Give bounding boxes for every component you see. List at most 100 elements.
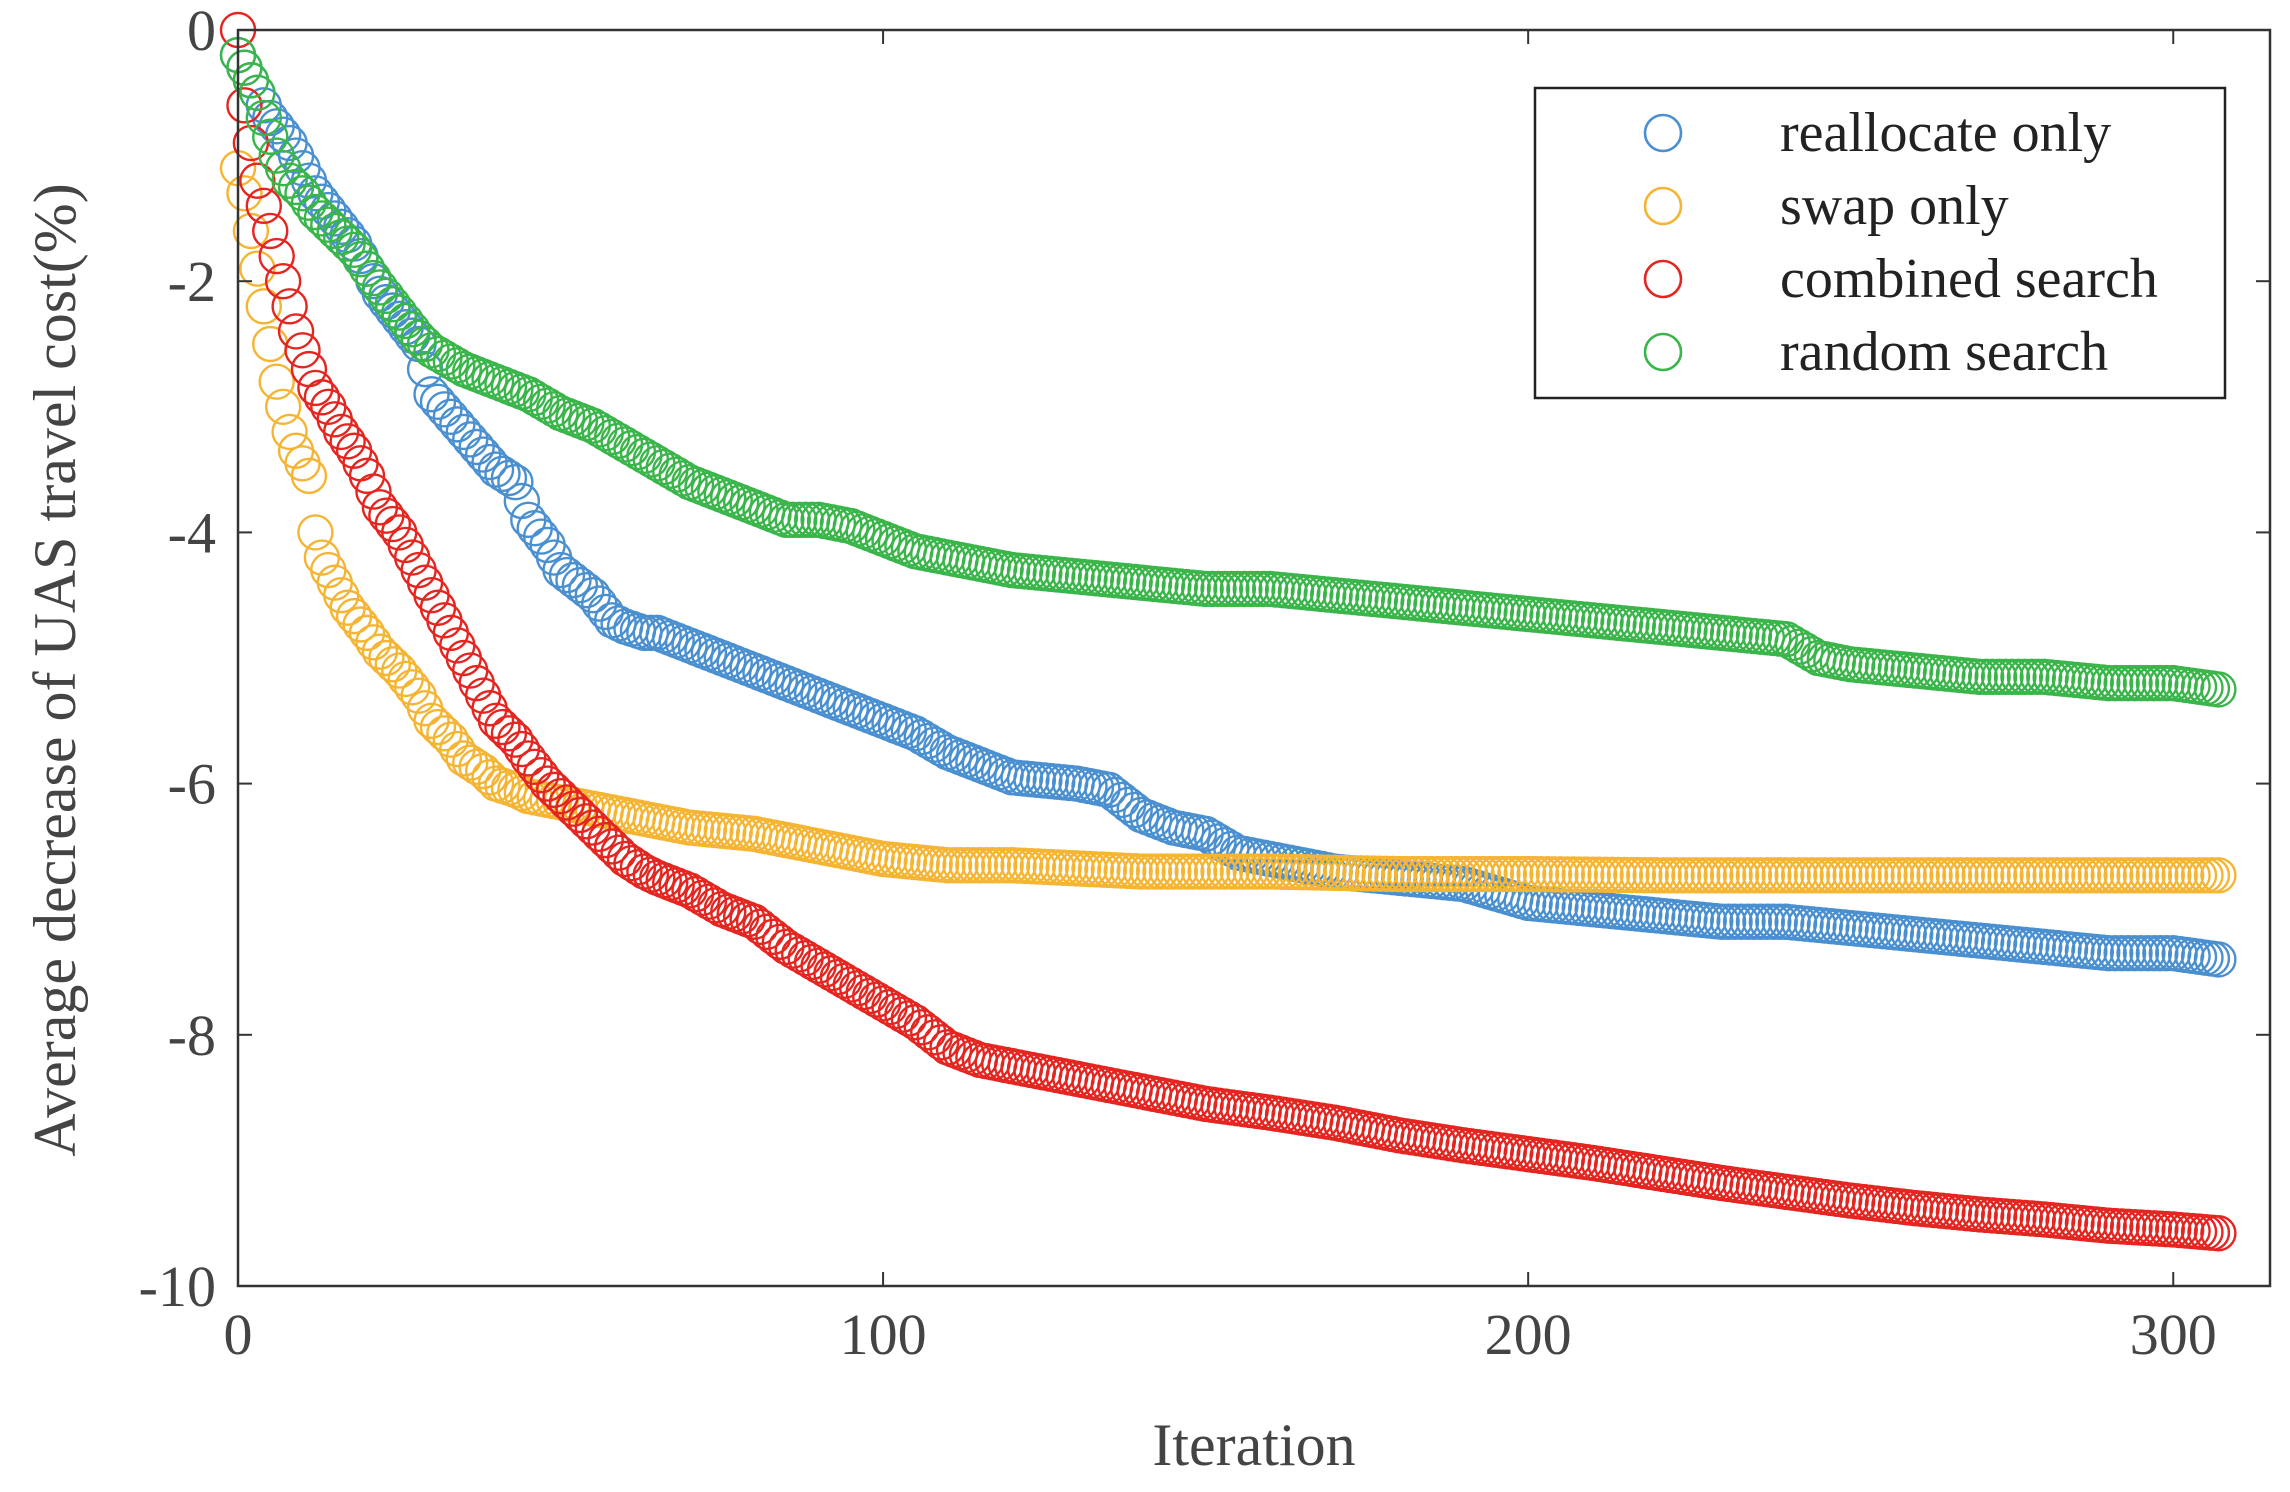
data-point [361, 633, 399, 670]
data-point [445, 639, 482, 677]
data-point [316, 212, 353, 250]
data-point [252, 325, 289, 363]
data-point [419, 383, 457, 420]
data-point [393, 311, 431, 348]
data-point [406, 325, 444, 363]
data-point [226, 175, 263, 212]
data-point [452, 744, 489, 781]
data-point [755, 918, 792, 956]
data-point [890, 1000, 928, 1037]
data-point [258, 363, 295, 400]
data-point [419, 708, 457, 746]
data-point [316, 564, 353, 601]
data-point [2200, 941, 2237, 978]
data-point [542, 551, 579, 589]
data-point [277, 432, 315, 469]
data-point [742, 908, 779, 945]
data-point [432, 398, 470, 436]
data-point [329, 423, 366, 460]
data-point [1090, 771, 1128, 809]
data-point [464, 677, 502, 714]
data-point [226, 87, 263, 124]
data-point [2200, 671, 2237, 708]
data-point [355, 473, 392, 510]
data-point [903, 1009, 940, 1046]
data-point [297, 193, 334, 231]
data-point [1097, 776, 1134, 814]
data-point [303, 379, 341, 416]
data-point [252, 212, 289, 250]
data-point [439, 627, 476, 664]
data-point [439, 406, 476, 443]
data-point [568, 571, 605, 609]
data-point [303, 539, 341, 576]
data-point [348, 614, 386, 652]
data-point [548, 784, 586, 821]
legend-label: swap only [1780, 175, 2009, 237]
data-point [277, 168, 315, 206]
data-point [284, 175, 321, 212]
data-point [290, 457, 328, 495]
data-point [355, 259, 392, 297]
y-tick-label: -2 [168, 249, 216, 314]
legend: reallocate only swap only combined search r… [1533, 86, 2227, 400]
data-point [232, 212, 270, 250]
data-point [277, 313, 315, 350]
data-point [548, 556, 586, 594]
data-point [445, 740, 482, 777]
data-point [387, 526, 424, 564]
data-point [735, 903, 773, 940]
data-point [452, 652, 489, 689]
data-point [458, 428, 495, 466]
data-point [239, 250, 276, 287]
data-point [284, 332, 321, 369]
legend-marker [1643, 186, 1683, 226]
data-point [529, 765, 566, 802]
data-point [245, 99, 283, 137]
data-point [348, 250, 386, 287]
data-point [406, 564, 444, 601]
data-point [748, 913, 786, 951]
data-point [413, 577, 450, 614]
data-point [503, 730, 541, 768]
data-point [310, 551, 347, 589]
plot-frame [236, 28, 2272, 1288]
data-point [284, 445, 321, 482]
data-point [477, 702, 515, 739]
data-point [413, 702, 450, 739]
data-point [555, 790, 592, 827]
data-point [542, 777, 579, 815]
data-point [226, 49, 263, 86]
x-tick-label: 300 [2130, 1302, 2217, 1367]
x-axis-label: Iteration [1152, 1412, 1355, 1478]
data-point [897, 1004, 934, 1041]
data-point [464, 752, 502, 790]
data-point [426, 602, 463, 639]
data-point [239, 74, 276, 112]
data-point [2200, 857, 2237, 894]
y-tick-label: 0 [187, 0, 216, 63]
data-point [497, 463, 534, 501]
data-point [400, 551, 437, 589]
data-point [471, 759, 508, 796]
data-point [458, 664, 495, 702]
data-point [323, 413, 360, 451]
data-point [522, 757, 560, 794]
data-point [297, 369, 334, 407]
data-point [252, 118, 289, 155]
x-tick-label: 0 [224, 1302, 253, 1367]
data-point [342, 241, 379, 278]
legend-marker [1643, 332, 1683, 372]
data-point [323, 219, 360, 256]
plot-area [219, 11, 2237, 1252]
data-point [600, 834, 637, 871]
axes: 0 100 200 300 0 -2 -4 -6 -8 -10 [139, 0, 2272, 1367]
y-tick-label: -6 [168, 752, 216, 817]
data-point [374, 505, 412, 543]
data-point [348, 457, 386, 495]
data-point [910, 1014, 947, 1051]
legend-box [1533, 86, 2227, 400]
data-point [239, 162, 276, 199]
data-point [264, 388, 302, 425]
data-point [484, 708, 521, 746]
